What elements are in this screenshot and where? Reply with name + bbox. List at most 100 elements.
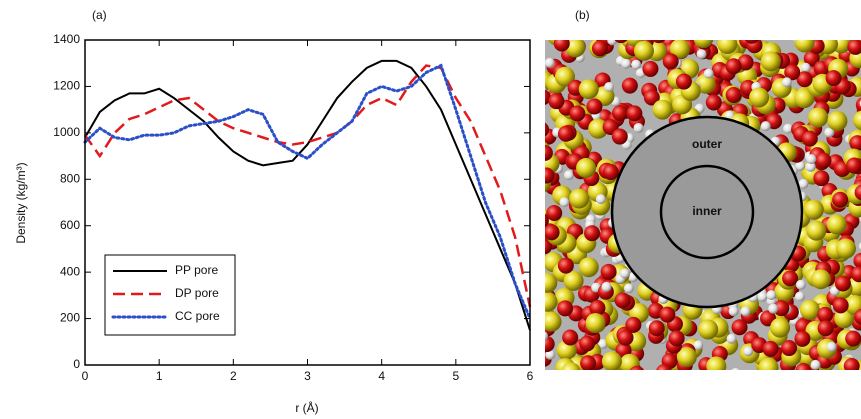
y-tick-label: 1000 [53, 125, 80, 139]
atom [545, 89, 551, 105]
atom [545, 167, 555, 184]
atom [806, 154, 817, 165]
atom [557, 300, 574, 317]
region-label: inner [692, 204, 722, 218]
atom [563, 270, 584, 291]
atom [617, 329, 634, 346]
y-tick-label: 400 [60, 264, 80, 278]
y-tick-label: 600 [60, 218, 80, 232]
atom [743, 346, 754, 357]
atom [773, 300, 790, 317]
atom [586, 98, 603, 115]
x-tick-label: 1 [156, 369, 163, 383]
atom [695, 73, 716, 94]
legend-label: DP pore [175, 286, 219, 300]
y-tick-label: 1400 [53, 32, 80, 46]
atom [782, 270, 799, 287]
atom [847, 40, 861, 55]
atom [576, 157, 597, 178]
atom [633, 122, 644, 133]
atom [794, 88, 815, 109]
panel-label: (b) [575, 8, 590, 22]
atom [554, 66, 575, 87]
atom [579, 335, 596, 352]
atom [698, 319, 719, 340]
atom [600, 263, 617, 280]
atom [795, 363, 812, 370]
atom [652, 99, 673, 120]
atom [545, 272, 558, 293]
legend: PP pore DP pore CC pore [104, 254, 236, 336]
y-tick-label: 0 [73, 357, 80, 371]
atom [845, 330, 861, 347]
region-label: outer [692, 137, 722, 151]
atom [849, 135, 861, 152]
atom [545, 57, 555, 68]
atom [806, 220, 827, 241]
atom [731, 319, 748, 336]
atom [614, 40, 628, 44]
atom [784, 64, 801, 81]
atom [770, 317, 791, 338]
atom [621, 77, 638, 94]
atom [706, 356, 727, 370]
atom [619, 353, 640, 370]
atom [561, 362, 581, 370]
atom [602, 164, 619, 181]
atom [656, 364, 672, 370]
atom [545, 122, 550, 137]
atom [546, 204, 563, 221]
atom [838, 40, 843, 41]
atom [808, 107, 829, 128]
inner-region [659, 164, 755, 260]
plot-frame [84, 39, 531, 366]
atom [817, 320, 834, 337]
atom [854, 184, 861, 201]
data-line [83, 64, 532, 308]
atom [844, 294, 861, 315]
atom [633, 40, 654, 61]
y-axis-label: Density (kg/m³) [14, 162, 28, 243]
atom [668, 330, 685, 347]
panel-label: (a) [92, 8, 107, 22]
data-line [84, 59, 531, 331]
atom [725, 86, 742, 103]
atom [851, 266, 861, 283]
atom [591, 40, 608, 57]
atom [557, 257, 574, 274]
atom [545, 331, 549, 341]
atom [589, 299, 606, 316]
atom [744, 40, 759, 44]
y-tick-label: 200 [60, 311, 80, 325]
legend-label: CC pore [175, 309, 220, 323]
atom [545, 349, 556, 360]
atom [569, 188, 590, 209]
atom [557, 125, 574, 142]
atom [545, 291, 558, 312]
atom [639, 40, 646, 42]
atom [545, 213, 549, 228]
atom [813, 170, 830, 187]
atom [817, 306, 834, 323]
atom [693, 40, 714, 49]
atom [854, 308, 861, 325]
atom [853, 110, 861, 131]
atom [768, 303, 779, 314]
atom [604, 81, 615, 92]
atom [760, 121, 771, 132]
atom [749, 87, 770, 108]
atom [690, 40, 694, 41]
atom [601, 281, 612, 292]
atom [642, 60, 659, 77]
atom [853, 252, 861, 269]
atom [675, 73, 692, 90]
atom [559, 197, 570, 208]
atom [648, 320, 665, 337]
legend-label: PP pore [175, 263, 218, 277]
atom [545, 336, 555, 353]
atom [565, 40, 586, 58]
atom [728, 306, 739, 317]
atom [725, 58, 742, 75]
atom [611, 128, 628, 145]
